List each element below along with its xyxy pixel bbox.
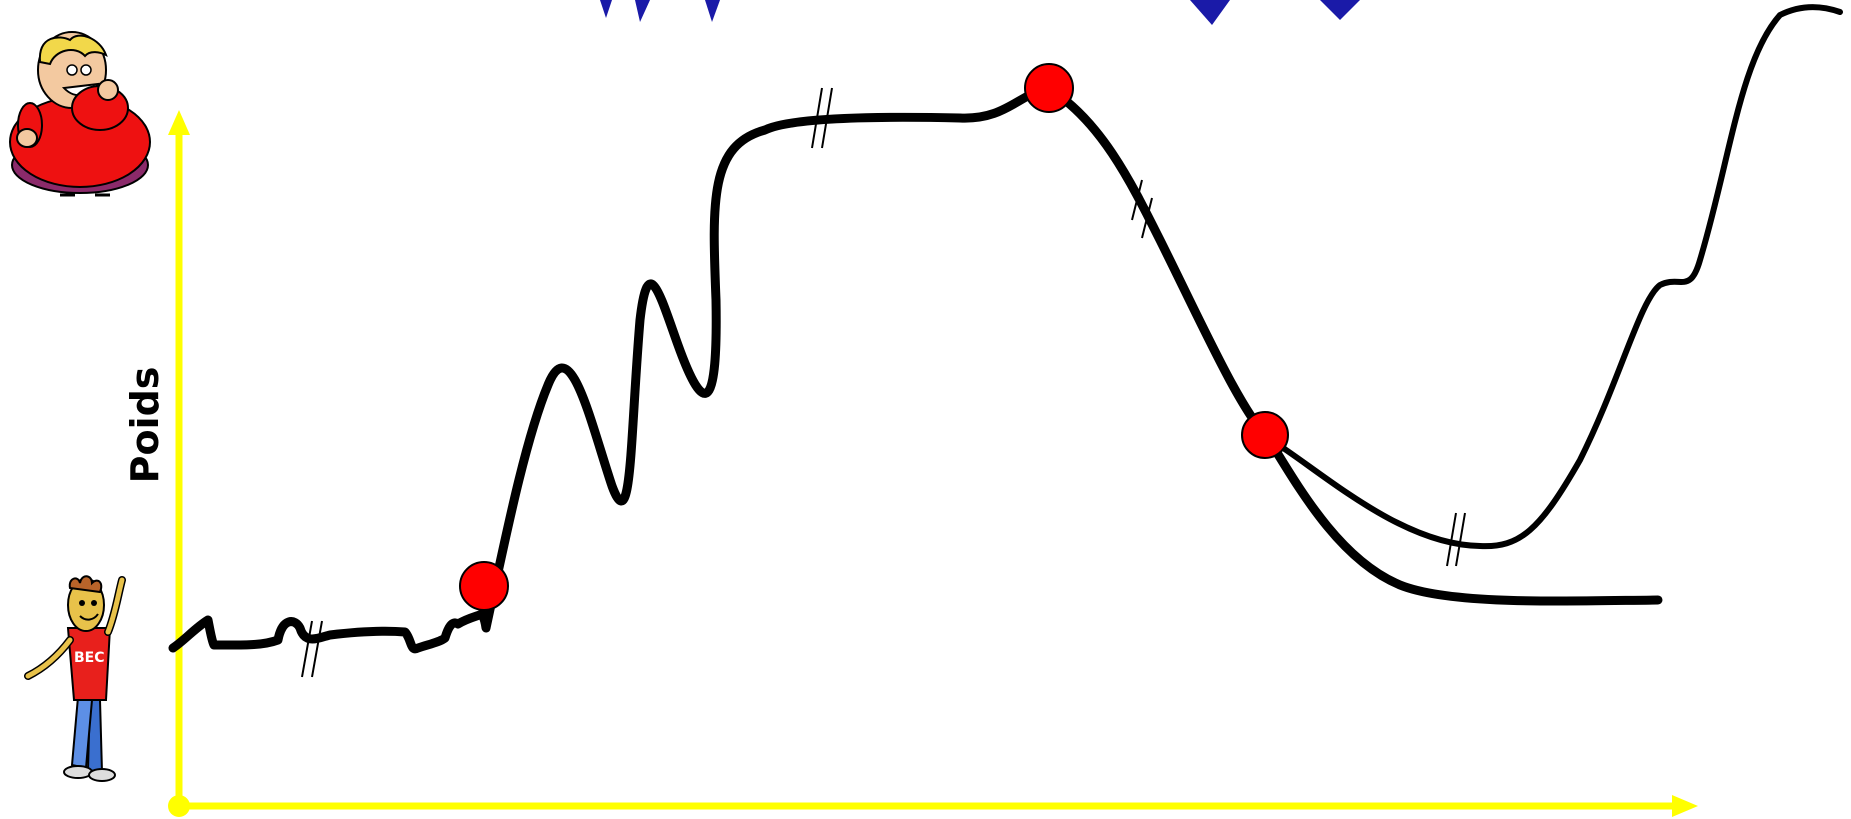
break-marks — [301, 87, 1466, 678]
y-axis — [168, 110, 190, 806]
cropped-title-fragment — [600, 0, 1360, 25]
overweight-cartoon-person-icon — [9, 31, 151, 197]
weight-curve-main — [168, 83, 1663, 654]
break-mark-2 — [811, 87, 833, 149]
marker-2 — [1024, 63, 1074, 113]
y-axis-label: Poids — [123, 367, 167, 484]
x-axis — [179, 795, 1698, 817]
marker-1 — [459, 561, 509, 611]
break-mark-3 — [1131, 179, 1153, 239]
break-mark-4 — [1446, 512, 1466, 567]
shirt-logo: BEC — [74, 650, 105, 666]
weight-regain-curve — [1265, 4, 1843, 550]
thin-cartoon-person-icon: BEC — [24, 575, 126, 782]
break-mark-1 — [301, 620, 323, 678]
curve-markers — [459, 63, 1289, 611]
marker-3 — [1241, 411, 1289, 459]
axis-origin-dot — [168, 795, 190, 817]
